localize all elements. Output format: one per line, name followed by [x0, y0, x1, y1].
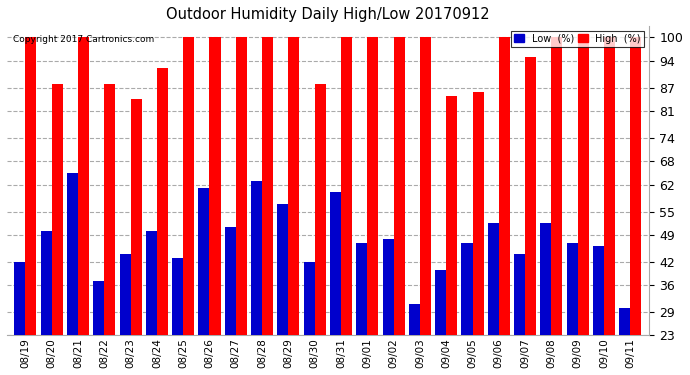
Bar: [210, 38, 221, 335]
Legend: Low  (%), High  (%): Low (%), High (%): [511, 31, 644, 46]
Bar: [435, 270, 446, 335]
Bar: [157, 69, 168, 335]
Bar: [578, 38, 589, 335]
Bar: [14, 262, 26, 335]
Bar: [183, 38, 194, 335]
Bar: [382, 238, 393, 335]
Bar: [462, 243, 473, 335]
Bar: [172, 258, 183, 335]
Bar: [551, 38, 562, 335]
Bar: [199, 188, 210, 335]
Bar: [566, 243, 578, 335]
Bar: [488, 223, 499, 335]
Bar: [514, 254, 525, 335]
Bar: [251, 181, 262, 335]
Bar: [409, 304, 420, 335]
Bar: [393, 38, 404, 335]
Bar: [277, 204, 288, 335]
Bar: [288, 38, 299, 335]
Bar: [67, 173, 78, 335]
Bar: [130, 99, 141, 335]
Bar: [620, 308, 631, 335]
Bar: [304, 262, 315, 335]
Bar: [540, 223, 551, 335]
Bar: [26, 38, 37, 335]
Title: Outdoor Humidity Daily High/Low 20170912: Outdoor Humidity Daily High/Low 20170912: [166, 7, 490, 22]
Bar: [473, 92, 484, 335]
Bar: [41, 231, 52, 335]
Bar: [93, 281, 104, 335]
Bar: [604, 38, 615, 335]
Bar: [52, 84, 63, 335]
Text: Copyright 2017 Cartronics.com: Copyright 2017 Cartronics.com: [13, 35, 155, 44]
Bar: [104, 84, 115, 335]
Bar: [330, 192, 341, 335]
Bar: [367, 38, 378, 335]
Bar: [236, 38, 247, 335]
Bar: [146, 231, 157, 335]
Bar: [119, 254, 130, 335]
Bar: [525, 57, 536, 335]
Bar: [499, 38, 510, 335]
Bar: [225, 227, 236, 335]
Bar: [420, 38, 431, 335]
Bar: [262, 38, 273, 335]
Bar: [356, 243, 367, 335]
Bar: [341, 38, 352, 335]
Bar: [315, 84, 326, 335]
Bar: [78, 38, 89, 335]
Bar: [631, 38, 642, 335]
Bar: [593, 246, 604, 335]
Bar: [446, 96, 457, 335]
